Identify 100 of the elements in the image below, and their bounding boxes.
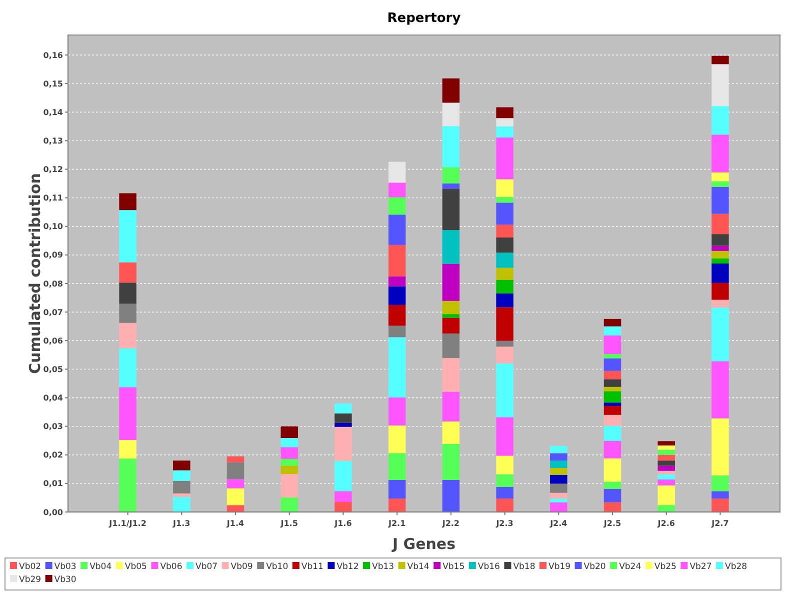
bar [280, 426, 298, 438]
bar [604, 402, 622, 406]
bar [442, 314, 460, 318]
bar [712, 134, 729, 172]
bar [550, 492, 568, 499]
legend-label: Vb09 [230, 562, 253, 572]
legend-label: Vb02 [19, 562, 42, 572]
bar [334, 403, 352, 414]
y-tick-label: 0,00 [43, 508, 64, 517]
bar [604, 386, 622, 392]
bar [658, 470, 675, 474]
bar [173, 460, 190, 470]
bar [388, 453, 406, 480]
y-tick-label: 0,08 [43, 279, 64, 288]
bar [496, 456, 514, 474]
bar [658, 479, 675, 486]
bar [604, 406, 622, 415]
y-tick-label: 0,07 [43, 308, 63, 317]
x-tick-label: J1.4 [226, 519, 244, 528]
bar [388, 244, 406, 276]
bar [604, 502, 622, 512]
bar [604, 414, 622, 426]
bar [280, 474, 298, 498]
bar [496, 498, 514, 512]
y-tick-label: 0,11 [43, 194, 64, 203]
x-axis-title: J Genes [391, 535, 456, 553]
bar [496, 280, 514, 294]
legend-label: Vb18 [513, 562, 536, 572]
chart-title: Repertory [387, 11, 462, 26]
bar [119, 387, 136, 440]
legend-label: Vb12 [336, 562, 359, 572]
bar [496, 293, 514, 308]
legend-label: Vb16 [478, 562, 500, 572]
bar [173, 496, 190, 512]
bar [658, 445, 675, 450]
bar [712, 234, 729, 246]
bar [658, 474, 675, 480]
bar [388, 397, 406, 426]
bar [442, 188, 460, 230]
bar [712, 258, 729, 264]
bar [712, 250, 729, 258]
bar [712, 186, 729, 214]
bar [712, 418, 729, 476]
legend-label: Vb25 [654, 562, 676, 572]
bar [173, 493, 190, 497]
bar [226, 488, 244, 506]
bar [604, 440, 622, 458]
bar [604, 370, 622, 380]
bar [496, 126, 514, 138]
bar [604, 335, 622, 354]
bar [280, 438, 298, 448]
bar [119, 262, 136, 283]
bar [334, 413, 352, 423]
bar [550, 446, 568, 454]
bar [496, 179, 514, 197]
y-tick-label: 0,16 [43, 50, 64, 60]
bar [712, 172, 729, 182]
bar [496, 202, 514, 225]
bar [658, 485, 675, 506]
bar [119, 304, 136, 323]
bar [442, 126, 460, 168]
y-tick-label: 0,12 [43, 165, 63, 174]
legend-label: Vb20 [584, 562, 606, 572]
y-axis-title: Cumulated contribution [26, 173, 44, 374]
legend-label: Vb06 [160, 562, 182, 572]
legend-label: Vb03 [54, 562, 76, 572]
bar [550, 502, 568, 512]
bar [604, 426, 622, 441]
bar [712, 106, 729, 135]
legend-label: Vb04 [90, 562, 112, 572]
bar [388, 326, 406, 338]
bar [334, 422, 352, 427]
bar [712, 214, 729, 234]
bar [496, 138, 514, 180]
x-tick-label: J2.4 [549, 519, 568, 528]
legend-label: Vb10 [266, 562, 288, 572]
legend-label: Vb28 [725, 562, 748, 572]
bar [496, 340, 514, 347]
legend-label: Vb13 [372, 562, 394, 572]
bar [550, 468, 568, 475]
x-tick-label: J2.1 [387, 519, 406, 528]
bar [226, 479, 244, 488]
bar [604, 482, 622, 489]
bar [712, 361, 729, 418]
bar [334, 426, 352, 461]
legend-label: Vb19 [548, 562, 571, 572]
legend-label: Vb27 [690, 562, 712, 572]
bar [442, 333, 460, 358]
bar [442, 230, 460, 264]
bar [604, 358, 622, 371]
y-tick-label: 0,09 [43, 250, 64, 260]
bar [550, 453, 568, 461]
bar [550, 460, 568, 468]
bar [658, 441, 675, 446]
bar [496, 268, 514, 280]
legend-label: Vb07 [196, 562, 218, 572]
bar [388, 480, 406, 499]
bar [658, 505, 675, 512]
legend-label: Vb24 [619, 562, 642, 572]
bar [496, 417, 514, 456]
